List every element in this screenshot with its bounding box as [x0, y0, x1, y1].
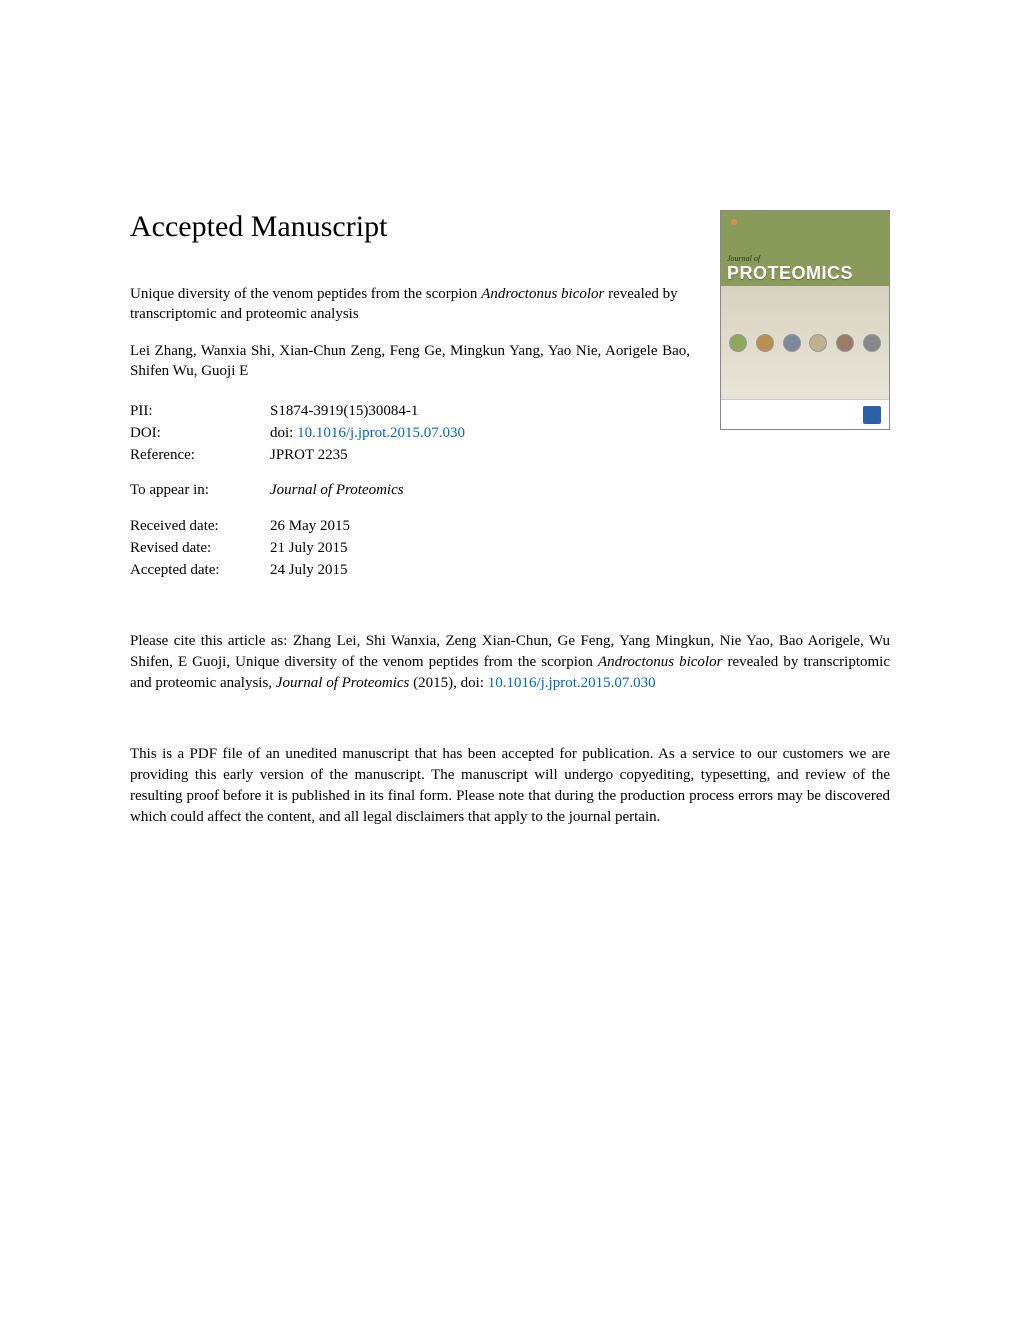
citation-species-italic: Androctonus bicolor [598, 654, 722, 670]
meta-label: To appear in: [130, 480, 270, 502]
cover-journal-name: PROTEOMICS [727, 263, 883, 284]
meta-value-journal: Journal of Proteomics [270, 480, 404, 502]
meta-value: 24 July 2015 [270, 560, 348, 582]
meta-row-received: Received date: 26 May 2015 [130, 516, 890, 538]
meta-label: PII: [130, 401, 270, 423]
meta-value: 26 May 2015 [270, 516, 350, 538]
cover-graphic [721, 286, 889, 399]
citation-paragraph: Please cite this article as: Zhang Lei, … [130, 631, 890, 694]
meta-label: Revised date: [130, 538, 270, 560]
citation-journal-italic: Journal of Proteomics [276, 675, 410, 691]
meta-label: DOI: [130, 423, 270, 445]
metadata-block-2: To appear in: Journal of Proteomics [130, 480, 890, 502]
cover-dot [836, 334, 854, 352]
doi-prefix: doi: [270, 425, 297, 441]
article-title: Unique diversity of the venom peptides f… [130, 284, 690, 325]
cover-dot [863, 334, 881, 352]
meta-row-revised: Revised date: 21 July 2015 [130, 538, 890, 560]
cover-dot [729, 334, 747, 352]
cover-footer [721, 399, 889, 429]
authors-list: Lei Zhang, Wanxia Shi, Xian-Chun Zeng, F… [130, 341, 690, 382]
cover-dot [809, 334, 827, 352]
doi-link[interactable]: 10.1016/j.jprot.2015.07.030 [297, 425, 465, 441]
meta-row-accepted: Accepted date: 24 July 2015 [130, 560, 890, 582]
cover-header: Journal of PROTEOMICS [721, 211, 889, 286]
title-species-italic: Androctonus bicolor [481, 286, 604, 302]
meta-row-reference: Reference: JPROT 2235 [130, 445, 890, 467]
meta-value: 21 July 2015 [270, 538, 348, 560]
publisher-logo-icon [863, 406, 881, 424]
cover-journal-label: Journal of [727, 254, 883, 263]
cover-dot [756, 334, 774, 352]
meta-label: Accepted date: [130, 560, 270, 582]
meta-value: S1874-3919(15)30084-1 [270, 401, 418, 423]
metadata-block-3: Received date: 26 May 2015 Revised date:… [130, 516, 890, 581]
meta-value: JPROT 2235 [270, 445, 348, 467]
journal-cover-thumbnail: Journal of PROTEOMICS [720, 210, 890, 430]
meta-label: Reference: [130, 445, 270, 467]
cover-dot [783, 334, 801, 352]
meta-value: doi: 10.1016/j.jprot.2015.07.030 [270, 423, 465, 445]
title-text: Unique diversity of the venom peptides f… [130, 286, 481, 302]
meta-label: Received date: [130, 516, 270, 538]
citation-text: (2015), doi: [409, 675, 487, 691]
citation-doi-link[interactable]: 10.1016/j.jprot.2015.07.030 [488, 675, 656, 691]
meta-row-appear: To appear in: Journal of Proteomics [130, 480, 890, 502]
elsevier-tree-icon [727, 215, 741, 229]
disclaimer-paragraph: This is a PDF file of an unedited manusc… [130, 744, 890, 828]
